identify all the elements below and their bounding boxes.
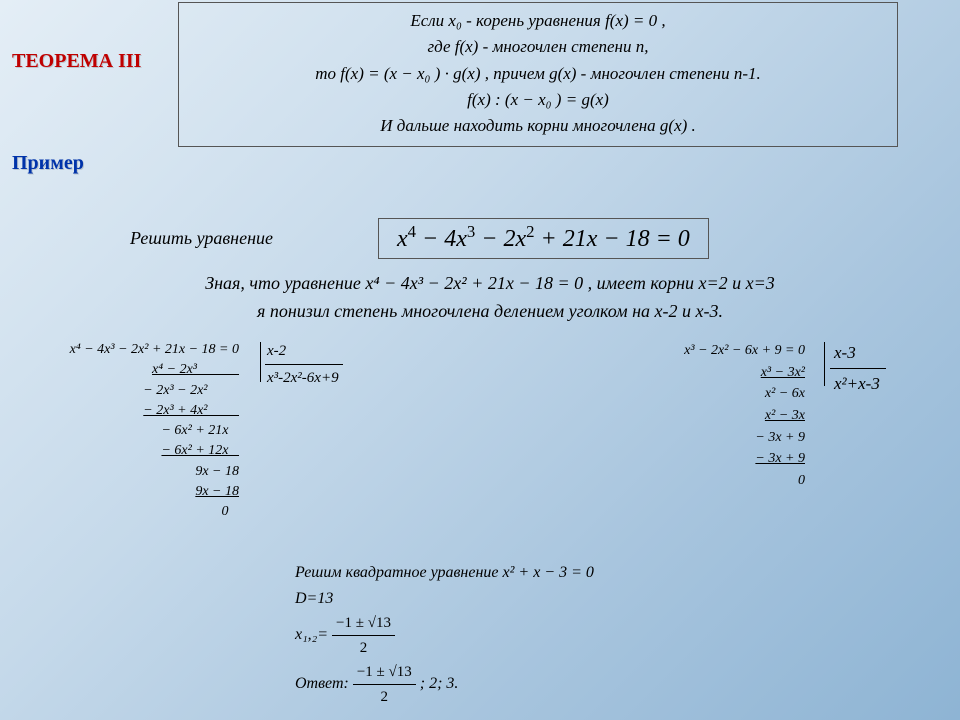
theorem-line: то f(x) = (x − x₀ ) · g(x) , причем g(x)… <box>189 61 887 87</box>
div2-divisor-block: x-3 x²+x-3 <box>830 340 886 396</box>
div2-step: 0 <box>630 470 805 492</box>
theorem-label: ТЕОРЕМА III <box>12 50 141 73</box>
long-division-1: x⁴ − 4x³ − 2x² + 21x − 18 = 0 x⁴ − 2x³ −… <box>24 340 239 523</box>
fraction: −1 ± √13 2 <box>353 660 416 709</box>
answer-label: Ответ: <box>295 675 353 692</box>
div2-dividend: x³ − 2x² − 6x + 9 = 0 <box>630 340 805 362</box>
answer-tail: ; 2; 3. <box>420 675 459 692</box>
div1-quotient: x³-2x²-6x+9 <box>265 364 343 390</box>
main-equation: x4 − 4x3 − 2x2 + 21x − 18 = 0 <box>397 226 690 252</box>
div1-step: − 2x³ − 2x² <box>24 381 239 401</box>
div2-vline <box>824 342 825 386</box>
quad-x-label: x₁,₂= <box>295 626 332 643</box>
div1-step: 9x − 18 <box>24 462 239 482</box>
theorem-box: Если x₀ - корень уравнения f(x) = 0 , гд… <box>178 2 898 147</box>
div1-step: − 6x² + 21x <box>24 421 239 441</box>
theorem-line: f(x) : (x − x₀ ) = g(x) <box>189 87 887 113</box>
div2-step: − 3x + 9 <box>630 427 805 449</box>
frac-num: −1 ± √13 <box>332 611 395 636</box>
quad-roots: x₁,₂= −1 ± √13 2 <box>295 611 594 660</box>
solve-label: Решить уравнение <box>130 228 273 249</box>
div2-step: − 3x + 9 <box>630 448 805 470</box>
div2-step: x³ − 3x² <box>630 362 805 384</box>
div1-step: 0 <box>24 502 239 522</box>
div2-step: x² − 6x <box>630 383 805 405</box>
fraction: −1 ± √13 2 <box>332 611 395 660</box>
knowing-line: Зная, что уравнение x⁴ − 4x³ − 2x² + 21x… <box>40 270 940 298</box>
div1-dividend: x⁴ − 4x³ − 2x² + 21x − 18 = 0 <box>24 340 239 360</box>
example-label: Пример <box>12 152 84 175</box>
div1-step: x⁴ − 2x³ <box>24 360 239 380</box>
quad-intro: Решим квадратное уравнение x² + x − 3 = … <box>295 560 594 586</box>
frac-num: −1 ± √13 <box>353 660 416 685</box>
frac-den: 2 <box>353 685 416 709</box>
div1-divisor-block: x-2 x³-2x²-6x+9 <box>265 340 343 389</box>
div1-vline <box>260 342 261 382</box>
div1-divisor: x-2 <box>265 340 343 363</box>
div2-quotient: x²+x-3 <box>830 368 886 397</box>
knowing-text: Зная, что уравнение x⁴ − 4x³ − 2x² + 21x… <box>40 270 940 326</box>
long-division-2: x³ − 2x² − 6x + 9 = 0 x³ − 3x² x² − 6x x… <box>630 340 805 492</box>
knowing-line: я понизил степень многочлена делением уг… <box>40 298 940 326</box>
theorem-line: Если x₀ - корень уравнения f(x) = 0 , <box>189 8 887 34</box>
quad-d: D=13 <box>295 586 594 612</box>
div1-step: − 2x³ + 4x² <box>24 401 239 421</box>
frac-den: 2 <box>332 636 395 660</box>
theorem-line: где f(x) - многочлен степени n, <box>189 34 887 60</box>
main-equation-box: x4 − 4x3 − 2x2 + 21x − 18 = 0 <box>378 218 709 259</box>
quadratic-block: Решим квадратное уравнение x² + x − 3 = … <box>295 560 594 709</box>
div1-step: 9x − 18 <box>24 482 239 502</box>
quad-answer: Ответ: −1 ± √13 2 ; 2; 3. <box>295 660 594 709</box>
theorem-line: И дальше находить корни многочлена g(x) … <box>189 113 887 139</box>
div2-divisor: x-3 <box>830 340 886 366</box>
div2-step: x² − 3x <box>630 405 805 427</box>
div1-step: − 6x² + 12x <box>24 441 239 461</box>
